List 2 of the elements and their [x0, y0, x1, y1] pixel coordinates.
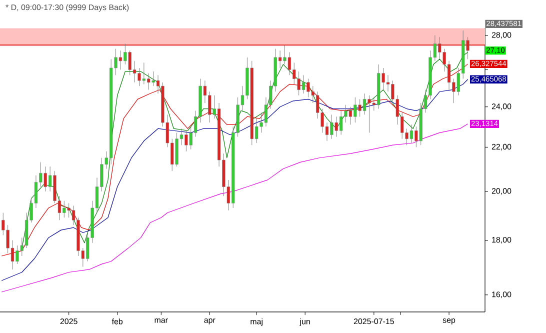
line-series [1, 79, 468, 281]
line-series [1, 124, 468, 292]
